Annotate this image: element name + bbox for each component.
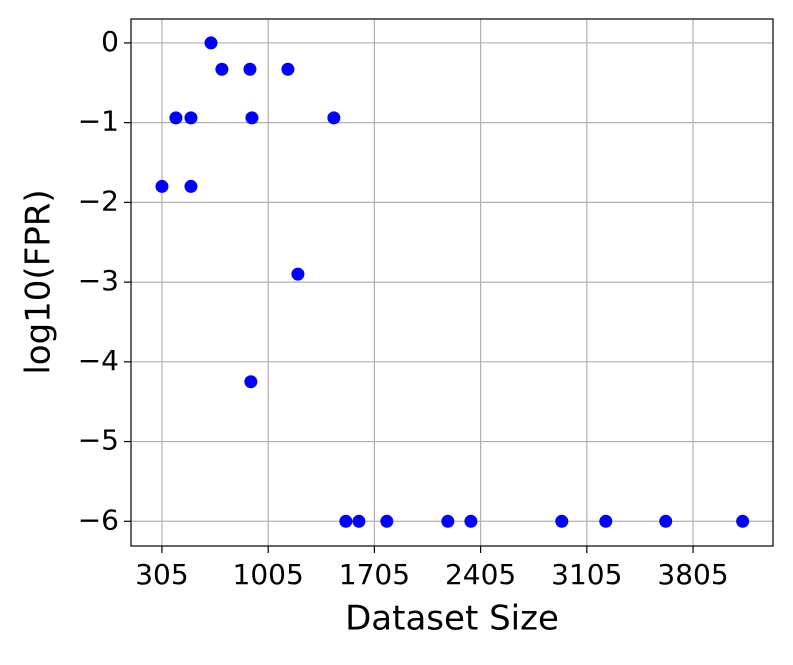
point <box>215 62 229 76</box>
y-tick-label: −3 <box>78 264 119 297</box>
y-tick-label: −2 <box>78 184 119 217</box>
point <box>327 111 341 125</box>
y-tick-label: −4 <box>78 344 119 377</box>
y-tick-label: −5 <box>78 424 119 457</box>
point <box>245 111 259 125</box>
point <box>243 62 257 76</box>
point <box>736 514 750 528</box>
x-tick-label: 2405 <box>445 558 516 591</box>
point <box>291 267 305 281</box>
x-tick-label: 1005 <box>233 558 304 591</box>
x-tick-label: 3805 <box>657 558 728 591</box>
y-tick-label: −6 <box>78 503 119 536</box>
point <box>380 514 394 528</box>
point <box>441 514 455 528</box>
point <box>184 179 198 193</box>
y-tick-label: −1 <box>78 105 119 138</box>
point <box>281 62 295 76</box>
point <box>155 179 169 193</box>
x-tick-label: 1705 <box>339 558 410 591</box>
x-tick-label: 3105 <box>551 558 622 591</box>
point <box>244 375 258 389</box>
point <box>599 514 613 528</box>
y-axis-label: log10(FPR) <box>19 189 59 374</box>
point <box>659 514 673 528</box>
point <box>352 514 366 528</box>
point <box>555 514 569 528</box>
x-axis-label: Dataset Size <box>345 599 559 639</box>
point <box>464 514 478 528</box>
plot-frame <box>130 18 774 547</box>
y-tick-label: 0 <box>101 25 119 58</box>
point <box>204 36 218 50</box>
point <box>169 111 183 125</box>
point <box>339 514 353 528</box>
point <box>184 111 198 125</box>
x-tick-label: 305 <box>135 558 188 591</box>
